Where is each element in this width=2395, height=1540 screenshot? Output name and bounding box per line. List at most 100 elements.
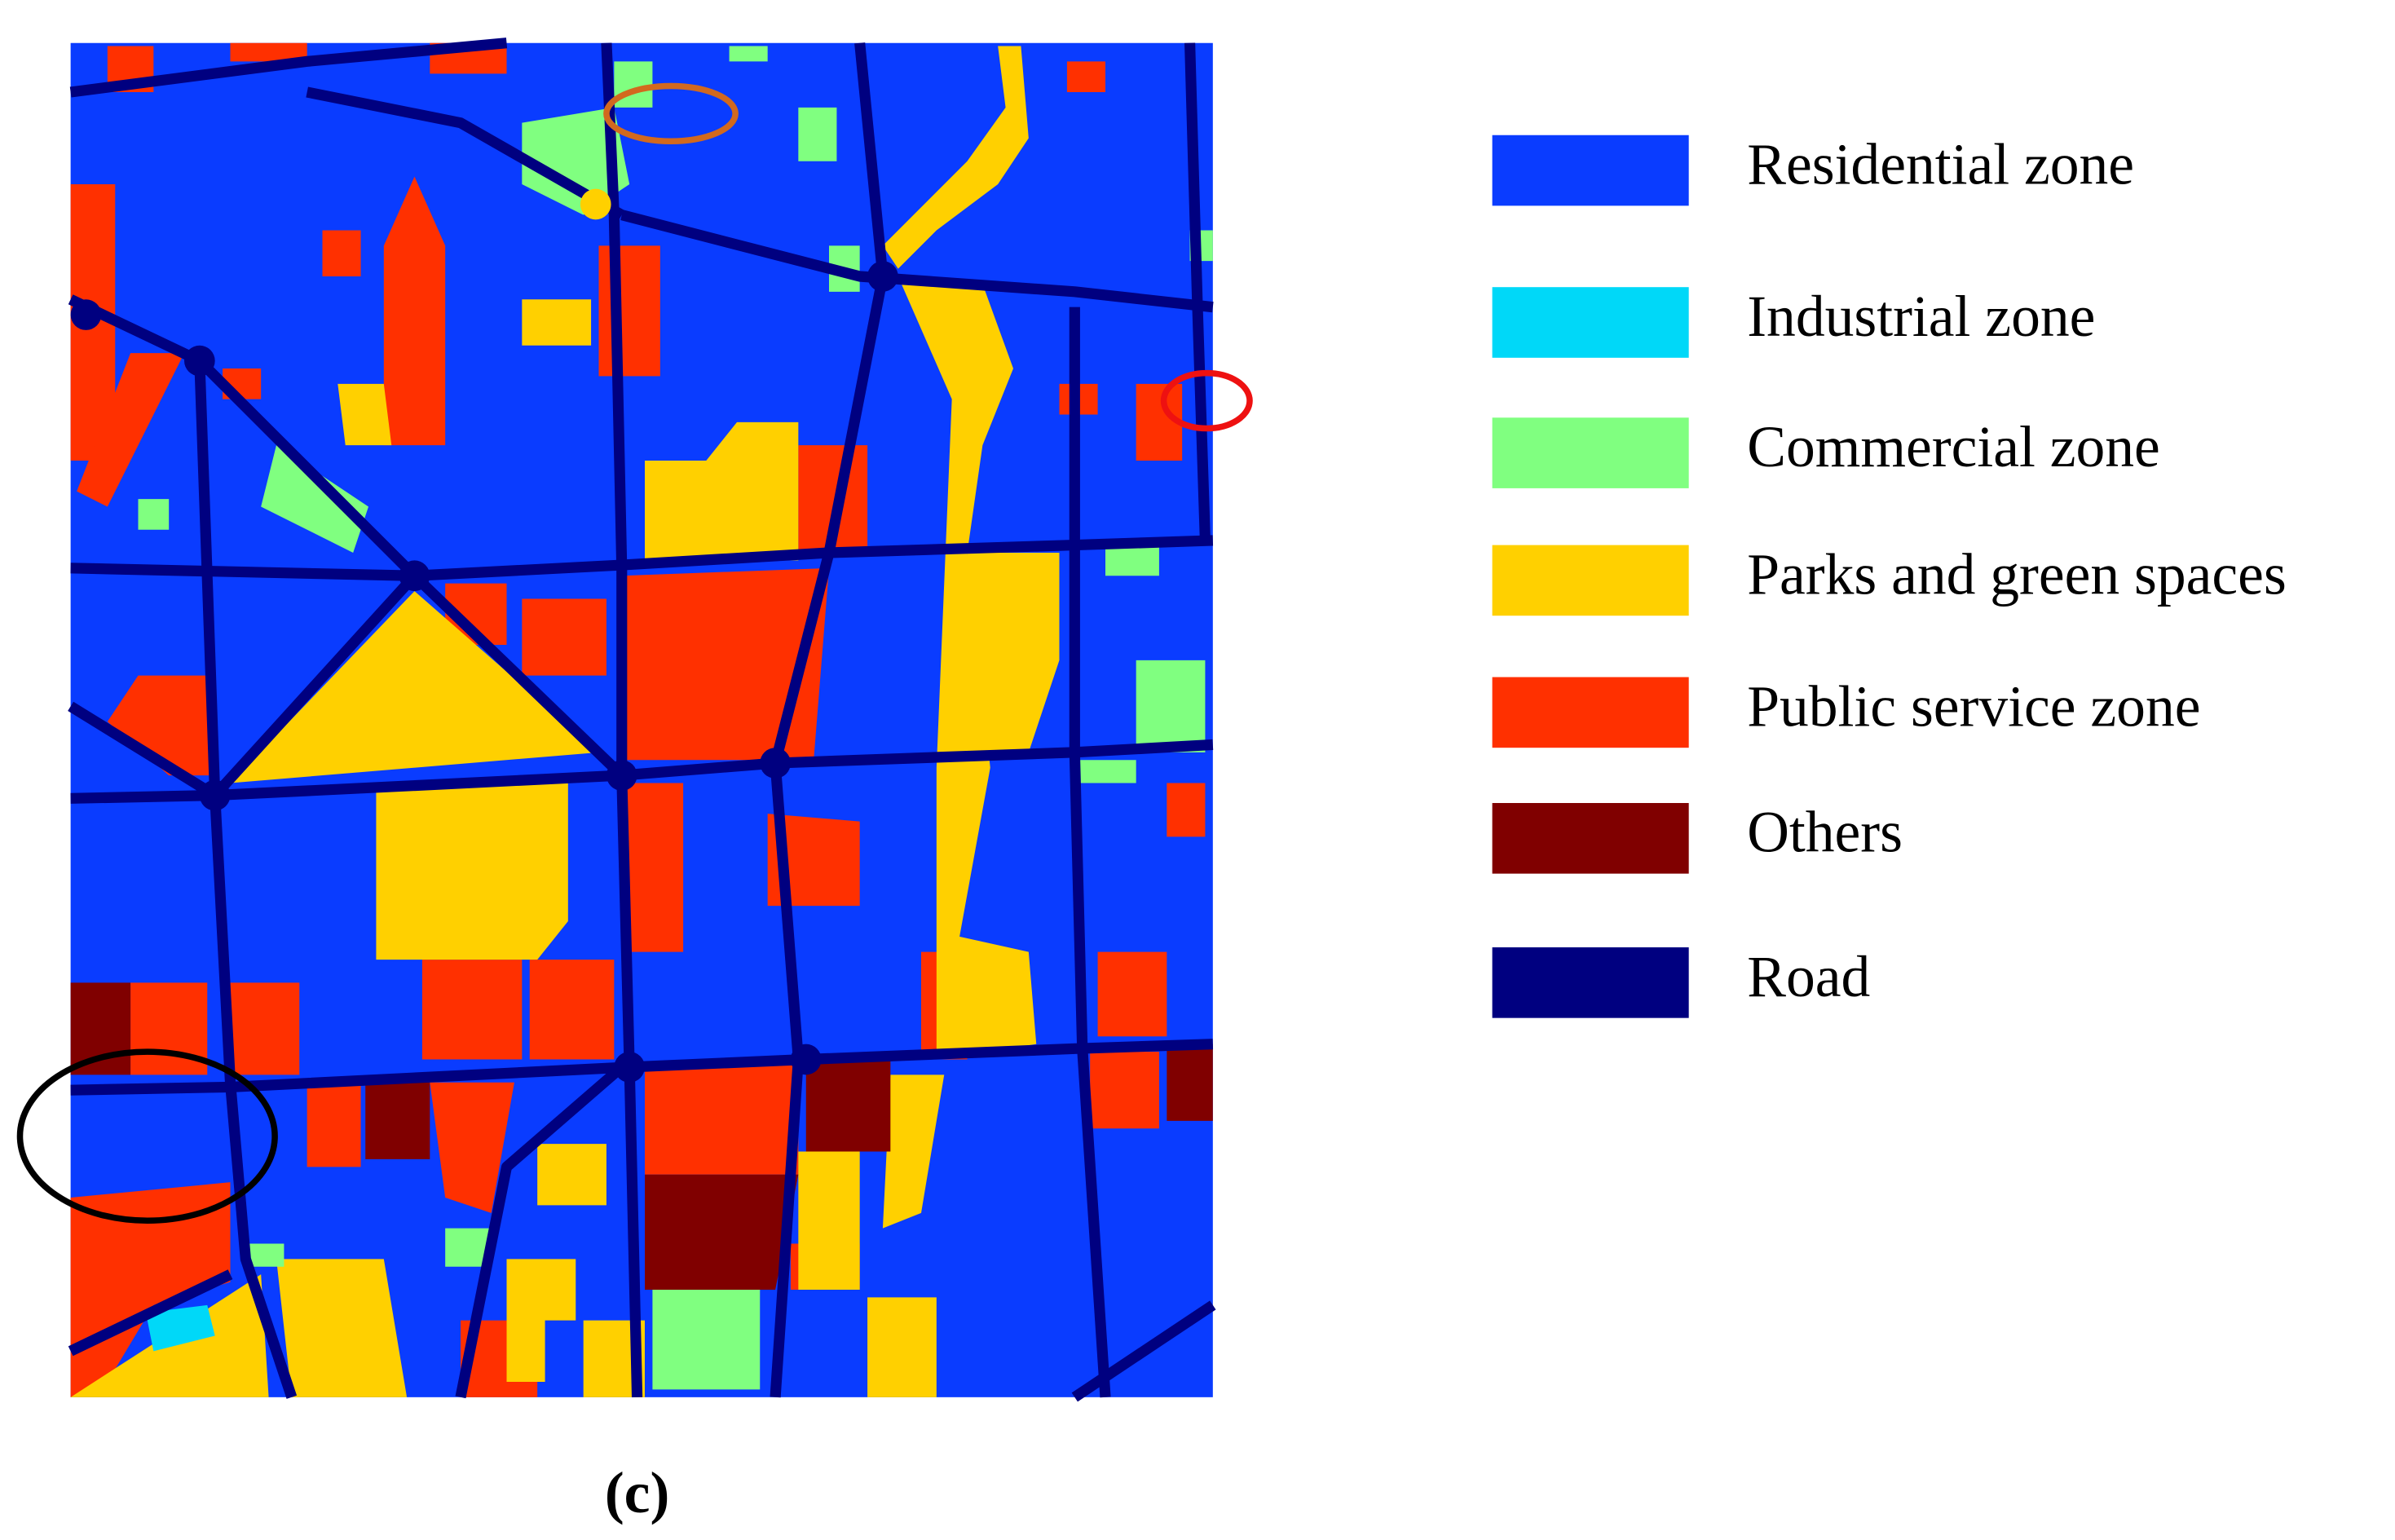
land-parcel xyxy=(1105,545,1159,576)
land-parcel xyxy=(1090,1052,1159,1129)
road xyxy=(68,1269,233,1357)
road-junction xyxy=(790,1044,822,1075)
land-parcel xyxy=(529,960,615,1060)
road xyxy=(1071,1300,1216,1402)
land-parcel xyxy=(767,814,860,907)
road xyxy=(306,86,625,220)
legend-swatch xyxy=(1492,947,1689,1018)
road xyxy=(1069,307,1111,1398)
land-parcel xyxy=(506,1259,576,1383)
land-parcel xyxy=(621,567,829,761)
road xyxy=(70,1039,1214,1096)
land-parcel xyxy=(522,299,592,346)
land-parcel xyxy=(145,1304,215,1352)
caption: (c) xyxy=(605,1461,669,1525)
land-parcel xyxy=(307,1082,361,1167)
road-junction xyxy=(867,261,898,292)
land-use-map xyxy=(16,38,1253,1402)
highlight-ellipse xyxy=(16,1048,278,1224)
legend-swatch xyxy=(1492,677,1689,748)
legend-label: Commercial zone xyxy=(1747,415,2160,479)
road-junction xyxy=(184,345,215,377)
land-parcel xyxy=(322,230,361,277)
land-parcel xyxy=(805,1059,891,1152)
road xyxy=(69,38,508,98)
legend-label: Road xyxy=(1747,945,1870,1009)
road-junction xyxy=(614,1052,645,1083)
land-parcel xyxy=(1136,383,1183,461)
land-parcel xyxy=(1167,783,1206,837)
legend: Residential zone Industrial zone Commercia… xyxy=(1492,132,2287,1018)
land-parcel xyxy=(376,783,568,960)
land-parcel xyxy=(261,445,368,554)
road xyxy=(210,571,419,800)
roundabout xyxy=(580,188,611,220)
land-parcel xyxy=(1066,61,1105,93)
highlight-ellipse xyxy=(1160,369,1253,432)
land-parcel xyxy=(70,1182,231,1397)
road xyxy=(70,563,415,581)
land-parcel xyxy=(383,176,446,446)
land-parcel xyxy=(245,1243,284,1267)
land-parcel xyxy=(230,982,300,1075)
land-parcel xyxy=(652,1290,761,1390)
land-parcel xyxy=(138,499,170,530)
legend-swatch xyxy=(1492,545,1689,616)
land-parcel xyxy=(1097,951,1167,1037)
legend-label: Parks and green spaces xyxy=(1747,542,2287,607)
legend-swatch xyxy=(1492,802,1689,874)
road xyxy=(68,294,626,779)
road xyxy=(68,701,218,801)
land-parcel xyxy=(445,1228,492,1267)
legend-label: Public service zone xyxy=(1747,674,2200,739)
road xyxy=(455,1062,626,1399)
highlight-ellipse xyxy=(603,82,739,145)
land-parcel xyxy=(365,1082,430,1159)
legend-swatch xyxy=(1492,135,1689,206)
land-parcel xyxy=(867,1297,937,1397)
land-parcel xyxy=(967,553,1060,752)
land-parcel xyxy=(77,353,185,507)
land-parcel xyxy=(276,1259,408,1397)
land-parcel xyxy=(1074,760,1136,783)
road-junction xyxy=(606,760,637,791)
land-parcel xyxy=(1167,1044,1213,1121)
land-parcel xyxy=(107,675,215,776)
legend-swatch xyxy=(1492,287,1689,358)
land-parcel xyxy=(882,46,1029,269)
land-parcel xyxy=(645,1174,799,1291)
land-parcel xyxy=(70,982,131,1075)
land-parcel xyxy=(598,245,660,377)
road xyxy=(770,42,889,1398)
road-junction xyxy=(760,748,791,779)
road-junction xyxy=(199,779,231,811)
land-parcel xyxy=(445,583,507,646)
land-parcel xyxy=(537,1144,606,1206)
road-junction xyxy=(70,299,102,330)
land-parcel xyxy=(1136,660,1206,752)
legend-label: Industrial zone xyxy=(1747,285,2095,349)
land-parcel xyxy=(430,1082,514,1213)
land-parcel xyxy=(898,276,1037,1060)
land-parcel xyxy=(522,598,606,676)
land-parcel xyxy=(230,591,599,783)
land-parcel xyxy=(614,61,653,108)
land-parcel xyxy=(882,1074,945,1229)
land-parcel xyxy=(621,783,684,952)
land-parcel xyxy=(522,107,630,215)
land-parcel xyxy=(230,42,307,62)
land-parcel xyxy=(337,383,392,446)
land-parcel xyxy=(729,46,768,62)
road xyxy=(601,42,643,1397)
land-parcel xyxy=(798,107,837,161)
legend-swatch xyxy=(1492,417,1689,488)
road xyxy=(620,210,1214,313)
road-junction xyxy=(399,560,430,592)
land-parcel xyxy=(645,421,799,561)
legend-label: Residential zone xyxy=(1747,132,2134,196)
land-parcel xyxy=(645,1059,799,1175)
road xyxy=(194,360,298,1399)
road xyxy=(70,739,1214,804)
